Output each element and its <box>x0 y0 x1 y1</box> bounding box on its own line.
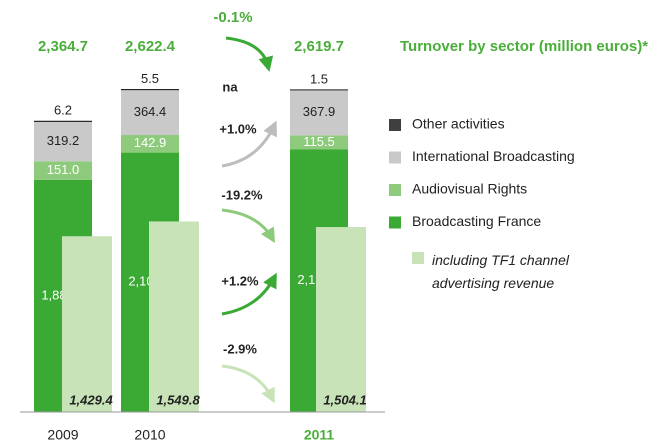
x-tick-label: 2009 <box>47 427 78 443</box>
overlay-bar <box>149 221 199 412</box>
chart-title: Turnover by sector (million euros)* <box>400 38 648 55</box>
bar-segment <box>34 161 92 180</box>
value-label: 1.5 <box>310 71 328 86</box>
legend-label: Audiovisual Rights <box>412 181 527 197</box>
legend-label: including TF1 channel advertising revenu… <box>432 252 569 291</box>
arrow <box>221 364 275 404</box>
x-tick-label: 2011 <box>304 427 335 443</box>
arrow <box>221 120 277 168</box>
change-label: na <box>222 79 238 94</box>
change-label: -19.2% <box>221 187 263 202</box>
legend-label: Other activities <box>412 116 505 132</box>
arrow <box>225 36 274 72</box>
bar-segment <box>34 121 92 162</box>
value-label: 367.9 <box>303 104 336 119</box>
change-label: -2.9% <box>223 341 257 356</box>
legend-swatch <box>389 216 401 229</box>
total-label: 2,364.7 <box>38 38 88 55</box>
total-label: 2,619.7 <box>294 38 344 55</box>
value-label: 364.4 <box>134 104 167 119</box>
legend-swatch <box>412 252 424 264</box>
value-label: 6.2 <box>54 103 72 118</box>
bar-segment <box>290 135 348 150</box>
arrow <box>221 208 276 244</box>
arrow <box>221 272 277 316</box>
value-label: 142.9 <box>134 135 167 150</box>
bar-segment <box>121 90 179 136</box>
bar-segment <box>290 90 348 136</box>
overlay-label: 1,504.1 <box>323 392 366 407</box>
x-tick-label: 2010 <box>134 427 165 443</box>
change-label: -0.1% <box>213 9 252 26</box>
total-label: 2,622.4 <box>125 38 176 55</box>
value-label: 319.2 <box>47 133 80 148</box>
change-label: +1.0% <box>219 121 257 136</box>
legend-swatch <box>389 151 401 164</box>
overlay-label: 1,429.4 <box>69 392 113 407</box>
legend-swatch <box>389 119 401 131</box>
bar-segment <box>121 135 179 153</box>
overlay-bar <box>62 236 112 412</box>
value-label: 151.0 <box>47 162 80 177</box>
legend-swatch <box>389 184 401 196</box>
legend-label: Broadcasting France <box>412 213 541 229</box>
overlay-bar <box>316 227 366 412</box>
value-label: 115.5 <box>303 134 335 149</box>
value-label: 5.5 <box>141 71 159 86</box>
legend-label: International Broadcasting <box>412 148 575 164</box>
change-label: +1.2% <box>221 273 259 288</box>
overlay-label: 1,549.8 <box>156 392 200 407</box>
